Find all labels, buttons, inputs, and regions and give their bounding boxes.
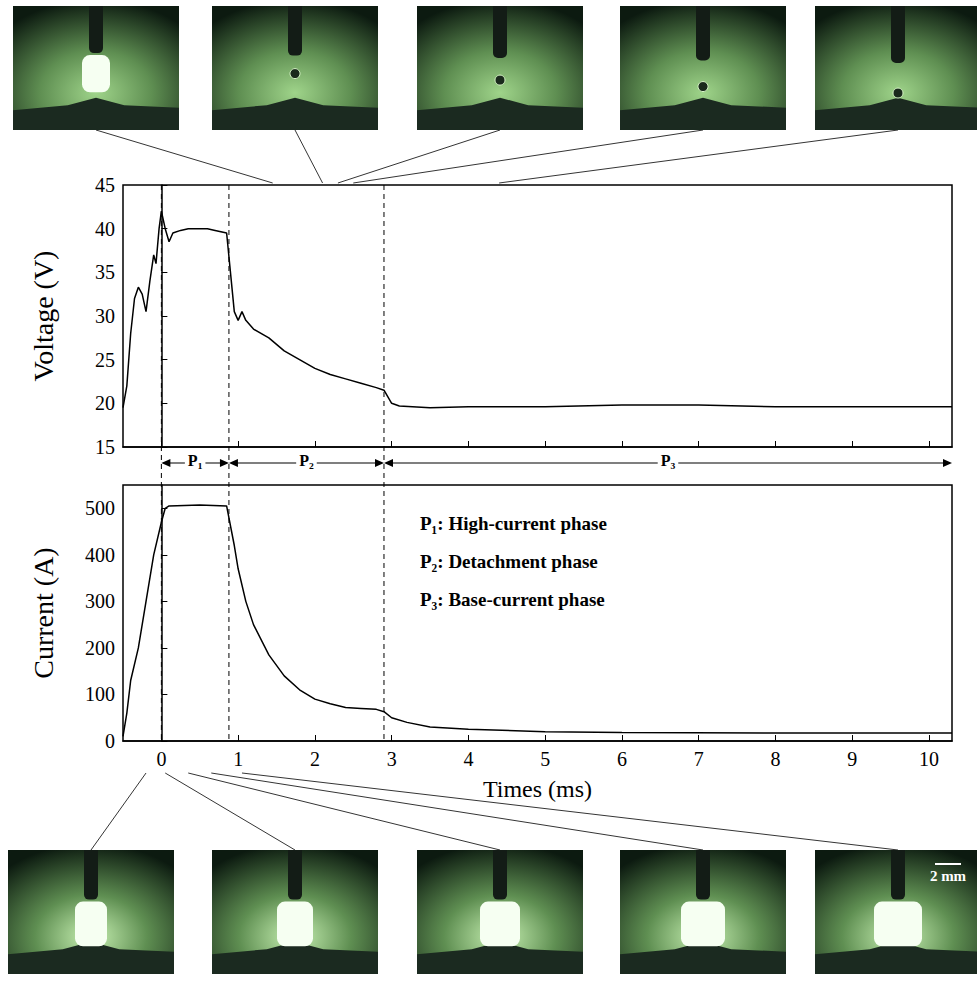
svg-text:100: 100 <box>85 683 115 705</box>
svg-text:3: 3 <box>387 748 397 770</box>
svg-text:200: 200 <box>85 637 115 659</box>
svg-text:20: 20 <box>95 392 115 414</box>
svg-text:Voltage (V): Voltage (V) <box>28 251 59 382</box>
svg-text:P₂: Detachment phase: P₂: Detachment phase <box>420 551 598 572</box>
svg-text:7: 7 <box>694 748 704 770</box>
svg-text:30: 30 <box>95 305 115 327</box>
svg-text:5: 5 <box>540 748 550 770</box>
svg-text:Times (ms): Times (ms) <box>483 776 592 802</box>
svg-text:1: 1 <box>233 748 243 770</box>
svg-text:10: 10 <box>919 748 939 770</box>
svg-text:P₁: P₁ <box>188 452 203 469</box>
svg-text:P₁: High-current phase: P₁: High-current phase <box>420 513 607 534</box>
svg-text:40: 40 <box>95 218 115 240</box>
svg-text:9: 9 <box>847 748 857 770</box>
svg-text:0: 0 <box>105 730 115 752</box>
svg-text:0: 0 <box>156 748 166 770</box>
svg-text:400: 400 <box>85 544 115 566</box>
svg-text:25: 25 <box>95 349 115 371</box>
svg-text:35: 35 <box>95 261 115 283</box>
svg-text:8: 8 <box>770 748 780 770</box>
svg-text:P₂: P₂ <box>299 452 314 469</box>
svg-text:45: 45 <box>95 174 115 196</box>
svg-text:Current (A): Current (A) <box>28 547 59 678</box>
svg-text:500: 500 <box>85 497 115 519</box>
svg-text:2: 2 <box>310 748 320 770</box>
svg-text:6: 6 <box>617 748 627 770</box>
svg-text:300: 300 <box>85 590 115 612</box>
svg-text:15: 15 <box>95 436 115 458</box>
svg-text:2 mm: 2 mm <box>930 868 967 884</box>
svg-text:P₃: Base-current phase: P₃: Base-current phase <box>420 589 605 610</box>
svg-text:P₃: P₃ <box>661 452 676 469</box>
svg-text:4: 4 <box>463 748 473 770</box>
